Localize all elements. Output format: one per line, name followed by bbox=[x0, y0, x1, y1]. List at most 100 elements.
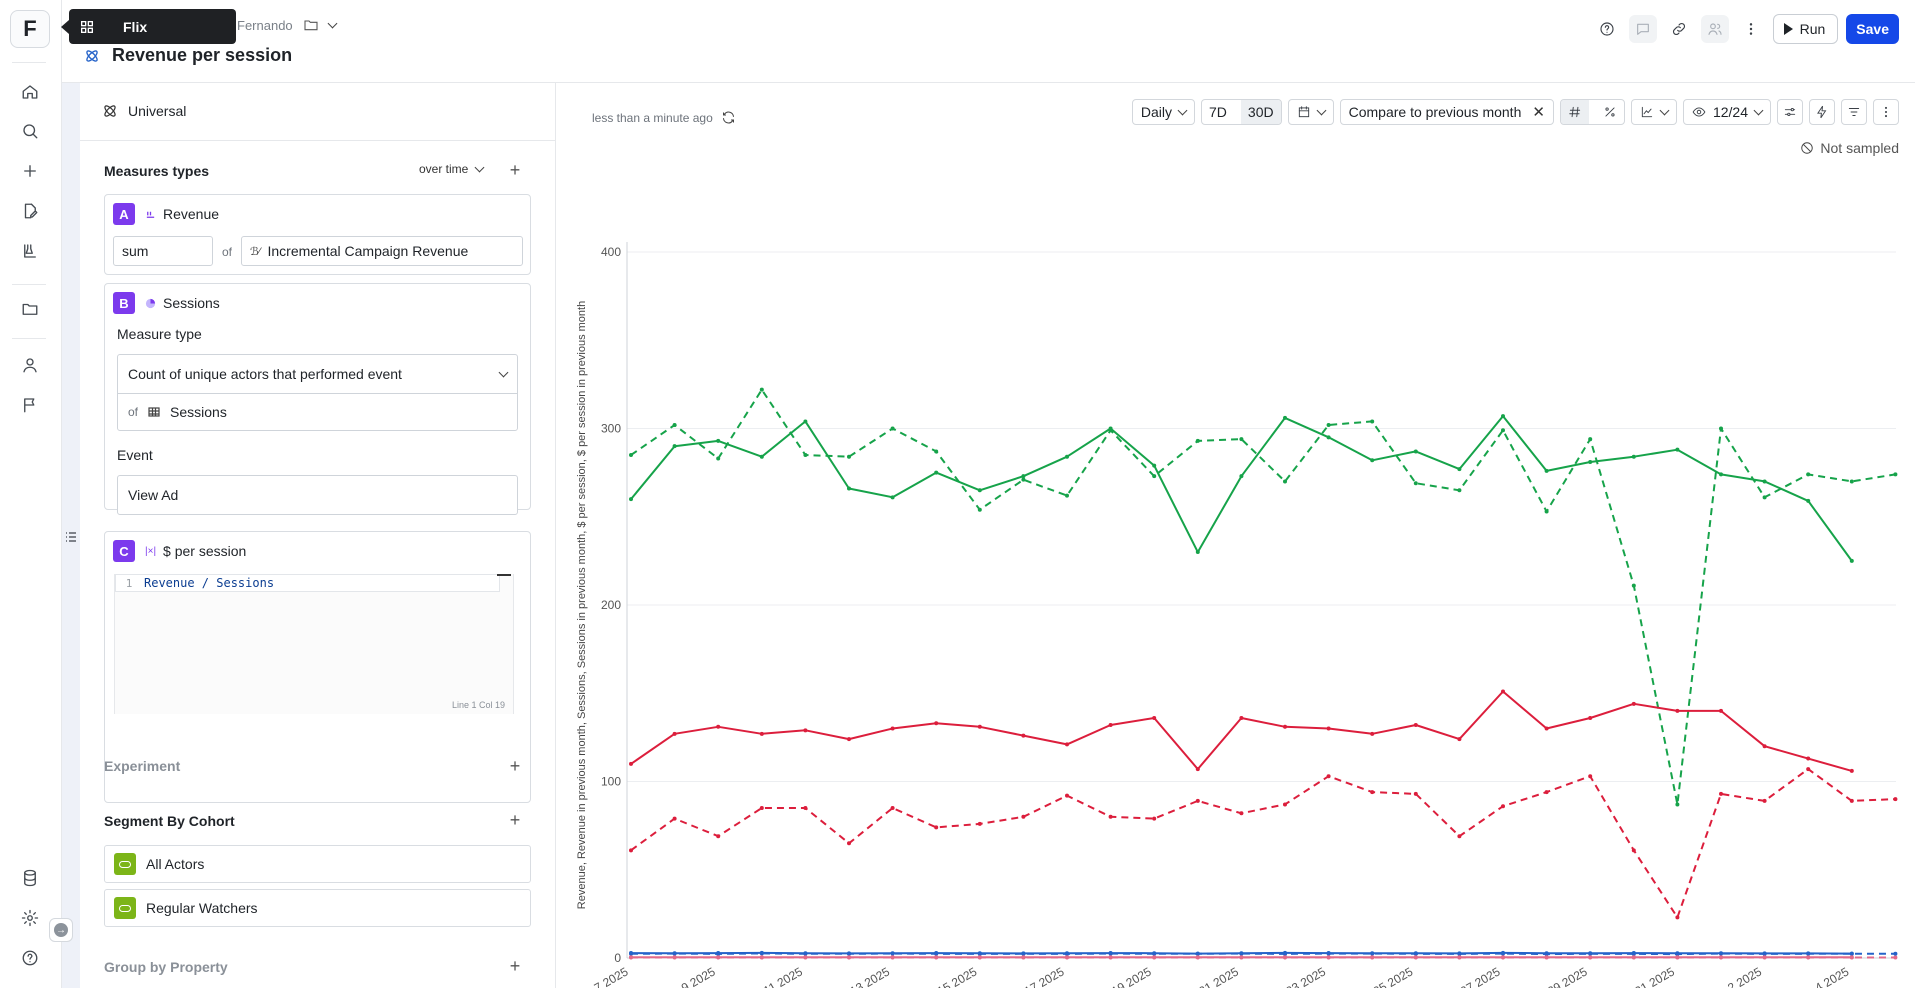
x-tick-label: May 17 2025 bbox=[999, 964, 1066, 988]
value-mode-segment bbox=[1559, 99, 1625, 125]
data-point bbox=[1152, 463, 1157, 468]
data-point bbox=[672, 955, 677, 960]
sampling-status[interactable]: Not sampled bbox=[1800, 140, 1899, 156]
compare-chip[interactable]: Compare to previous month ✕ bbox=[1339, 99, 1554, 125]
measure-name[interactable]: Revenue bbox=[145, 206, 219, 222]
aggregation-input[interactable]: sum bbox=[113, 236, 213, 266]
data-point bbox=[1326, 955, 1331, 960]
add-group-by-button[interactable]: + bbox=[509, 956, 521, 976]
measure-badge[interactable]: C bbox=[113, 540, 135, 562]
folder-icon[interactable] bbox=[303, 17, 319, 33]
experiments-icon[interactable] bbox=[16, 237, 44, 265]
measure-badge[interactable]: A bbox=[113, 203, 135, 225]
collapse-panel-button[interactable]: → bbox=[49, 918, 73, 942]
user-icon[interactable] bbox=[16, 351, 44, 379]
x-tick-label: May 7 2025 bbox=[569, 964, 631, 988]
line-chart[interactable]: 0 100 200 300 400 May 7 2025 May 9 2025 May 11 … bbox=[556, 153, 1915, 988]
x-tick-label: May 19 2025 bbox=[1087, 964, 1154, 988]
formula-line[interactable]: 1 Revenue / Sessions bbox=[115, 574, 500, 592]
visible-series-select[interactable]: 12/24 bbox=[1682, 99, 1771, 125]
measure-of-select[interactable]: of Sessions bbox=[117, 393, 518, 431]
edit-document-icon[interactable] bbox=[16, 197, 44, 225]
insights-button[interactable] bbox=[1809, 99, 1835, 125]
data-point bbox=[1457, 951, 1462, 956]
percent-values-button[interactable] bbox=[1596, 100, 1624, 124]
event-select[interactable]: View Ad bbox=[117, 475, 518, 515]
absolute-values-button[interactable] bbox=[1560, 100, 1589, 124]
breadcrumb-user[interactable]: Fernando bbox=[237, 17, 293, 33]
hash-icon bbox=[1569, 106, 1581, 118]
data-point bbox=[1544, 509, 1549, 514]
comment-icon[interactable] bbox=[1628, 15, 1657, 43]
flag-icon[interactable] bbox=[16, 391, 44, 419]
data-point bbox=[1283, 415, 1287, 420]
range-30d-button[interactable]: 30D bbox=[1240, 100, 1281, 124]
range-7d-button[interactable]: 7D bbox=[1209, 104, 1227, 120]
measure-name[interactable]: Sessions bbox=[145, 295, 220, 311]
share-users-icon[interactable] bbox=[1700, 15, 1729, 43]
chevron-down-icon bbox=[1316, 105, 1327, 116]
help-icon[interactable] bbox=[16, 944, 44, 972]
gear-icon[interactable] bbox=[16, 904, 44, 932]
tooltip-text: Flix bbox=[123, 18, 148, 35]
add-cohort-button[interactable]: + bbox=[509, 810, 521, 830]
over-time-select[interactable]: over time bbox=[419, 162, 485, 176]
data-point bbox=[1370, 458, 1375, 463]
data-point bbox=[1544, 952, 1549, 957]
chevron-down-icon bbox=[498, 367, 509, 378]
outline-list-icon[interactable] bbox=[65, 531, 77, 543]
run-button[interactable]: Run bbox=[1772, 14, 1839, 44]
date-picker-button[interactable] bbox=[1287, 99, 1334, 125]
property-select[interactable]: ℬ⁄ Incremental Campaign Revenue bbox=[241, 236, 523, 266]
cohort-item[interactable]: Regular Watchers bbox=[104, 889, 531, 927]
page-title[interactable]: Revenue per session bbox=[112, 45, 293, 65]
home-icon[interactable] bbox=[16, 78, 44, 106]
rail-divider bbox=[12, 62, 46, 63]
chart-type-select[interactable] bbox=[1630, 99, 1677, 125]
refresh-icon[interactable] bbox=[721, 110, 736, 125]
editor-scrollbar[interactable] bbox=[497, 574, 511, 576]
chevron-down-icon[interactable] bbox=[327, 18, 338, 29]
link-icon[interactable] bbox=[1665, 15, 1693, 43]
data-point bbox=[1370, 955, 1375, 960]
workspace-logo[interactable]: F bbox=[10, 10, 50, 48]
data-point bbox=[1108, 951, 1113, 956]
data-point bbox=[1719, 472, 1723, 477]
formula-editor[interactable]: 1 Revenue / Sessions Line 1 Col 19 bbox=[114, 574, 514, 714]
cohort-item[interactable]: All Actors bbox=[104, 845, 531, 883]
data-point bbox=[1719, 708, 1723, 713]
data-point bbox=[1195, 767, 1200, 772]
granularity-select[interactable]: Daily bbox=[1131, 99, 1196, 125]
measure-badge[interactable]: B bbox=[113, 292, 135, 314]
data-point bbox=[1631, 848, 1636, 853]
chart-settings-button[interactable] bbox=[1777, 99, 1803, 125]
data-point bbox=[1501, 414, 1505, 419]
cohort-toggle-icon[interactable] bbox=[114, 897, 136, 919]
cohort-toggle-icon[interactable] bbox=[114, 853, 136, 875]
chart-more-button[interactable] bbox=[1873, 99, 1899, 125]
chart-area: less than a minute ago Daily 7D 30D Comp… bbox=[556, 83, 1915, 988]
universal-row[interactable]: Universal bbox=[102, 103, 186, 119]
filter-button[interactable] bbox=[1841, 99, 1867, 125]
folder-icon[interactable] bbox=[16, 295, 44, 323]
close-icon[interactable]: ✕ bbox=[1532, 104, 1545, 121]
data-point bbox=[1195, 550, 1200, 555]
data-point bbox=[1806, 955, 1811, 960]
database-icon[interactable] bbox=[16, 864, 44, 892]
grid-icon bbox=[81, 20, 93, 33]
add-experiment-button[interactable]: + bbox=[509, 756, 521, 776]
measure-name[interactable]: |×| $ per session bbox=[145, 543, 246, 559]
help-icon[interactable] bbox=[1593, 15, 1621, 43]
header-actions: Run Save bbox=[1593, 14, 1899, 44]
search-icon[interactable] bbox=[16, 117, 44, 145]
formula-text[interactable]: Revenue / Sessions bbox=[144, 576, 275, 590]
sliders-icon bbox=[1784, 108, 1796, 116]
data-point bbox=[1762, 951, 1767, 956]
plus-icon[interactable] bbox=[16, 157, 44, 185]
add-measure-button[interactable]: + bbox=[509, 160, 521, 180]
more-vertical-icon[interactable] bbox=[1737, 15, 1765, 43]
filter-icon bbox=[1848, 108, 1860, 116]
data-point bbox=[1675, 915, 1680, 920]
measure-type-select[interactable]: Count of unique actors that performed ev… bbox=[117, 354, 518, 394]
save-button[interactable]: Save bbox=[1846, 14, 1899, 44]
